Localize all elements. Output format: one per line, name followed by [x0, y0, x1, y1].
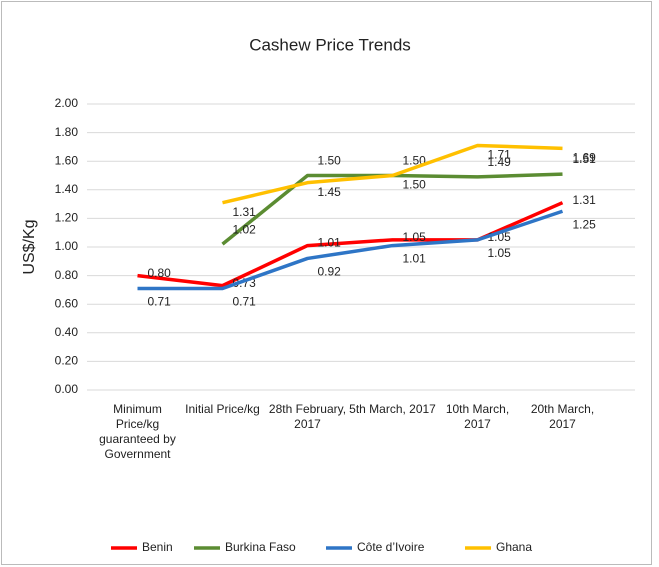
y-tick-label: 1.00	[55, 239, 79, 253]
y-tick-label: 1.40	[55, 182, 79, 196]
x-tick-label: Initial Price/kg	[185, 402, 260, 416]
y-axis-title: US$/Kg	[21, 219, 38, 274]
y-tick-label: 0.40	[55, 325, 79, 339]
y-tick-label: 2.00	[55, 96, 79, 110]
x-tick-label: Minimum Price/kg guaranteed by Governmen…	[99, 402, 176, 461]
data-label: 0.80	[148, 266, 172, 280]
data-label: 0.71	[233, 295, 257, 309]
data-label: 1.31	[233, 205, 257, 219]
y-tick-label: 1.80	[55, 125, 79, 139]
x-tick-label: 20th March, 2017	[530, 402, 595, 431]
data-label: 1.01	[318, 236, 342, 250]
data-label: 1.31	[573, 193, 597, 207]
y-tick-label: 0.80	[55, 268, 79, 282]
x-tick-label-box: 5th March, 2017	[349, 402, 436, 416]
data-label: 1.69	[573, 151, 597, 165]
legend-label: Côte d’Ivoire	[357, 540, 425, 554]
x-tick-label: 5th March, 2017	[349, 402, 436, 416]
y-tick-label: 1.60	[55, 153, 79, 167]
data-label: 1.71	[488, 148, 512, 162]
data-label: 1.50	[403, 178, 427, 192]
data-label: 1.01	[403, 252, 427, 266]
x-tick-label: 28th February, 2017	[268, 402, 347, 431]
data-label: 1.05	[403, 230, 427, 244]
data-label: 1.25	[573, 217, 597, 231]
legend-label: Ghana	[496, 540, 532, 554]
x-tick-label-box: 20th March, 2017	[530, 402, 595, 431]
x-tick-label-box: 28th February, 2017	[268, 402, 347, 431]
series-line	[222, 143, 563, 205]
data-label: 1.45	[318, 185, 342, 199]
y-tick-label: 0.00	[55, 382, 79, 396]
data-label: 0.92	[318, 265, 342, 279]
y-tick-label: 1.20	[55, 211, 79, 225]
data-label: 1.02	[233, 222, 257, 236]
x-tick-label-box: Initial Price/kg	[185, 402, 260, 416]
x-tick-label-box: 10th March, 2017	[445, 402, 510, 431]
legend-label: Burkina Faso	[225, 540, 296, 554]
chart-title: Cashew Price Trends	[249, 35, 411, 54]
y-tick-label: 0.20	[55, 354, 79, 368]
data-label: 1.05	[488, 246, 512, 260]
x-tick-label-box: Minimum Price/kg guaranteed by Governmen…	[99, 402, 176, 461]
data-label: 0.71	[148, 295, 172, 309]
x-tick-label: 10th March, 2017	[445, 402, 510, 431]
data-label: 1.49	[488, 155, 512, 169]
data-label: 1.51	[573, 152, 597, 166]
y-tick-label: 0.60	[55, 296, 79, 310]
series-line	[137, 209, 564, 291]
legend-label: Benin	[142, 540, 173, 554]
data-label: 1.50	[318, 154, 342, 168]
